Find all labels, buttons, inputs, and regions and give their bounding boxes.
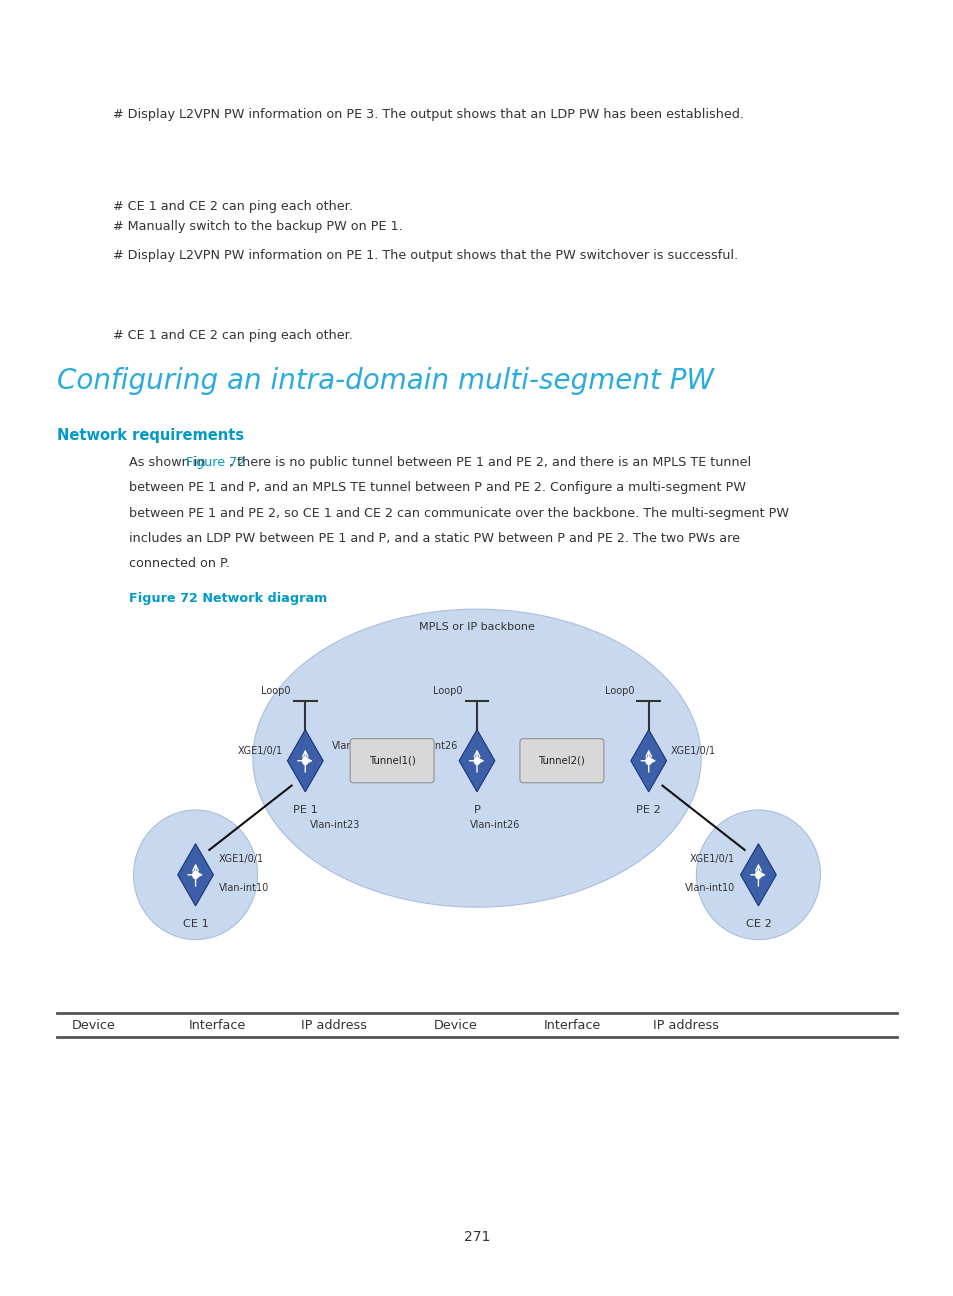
Text: Device: Device	[71, 1019, 115, 1032]
Text: Loop0: Loop0	[261, 686, 291, 696]
Text: PE 1: PE 1	[293, 805, 317, 815]
Text: Loop0: Loop0	[604, 686, 634, 696]
Text: between PE 1 and P, and an MPLS TE tunnel between P and PE 2. Configure a multi-: between PE 1 and P, and an MPLS TE tunne…	[129, 481, 745, 495]
Text: Vlan-int26: Vlan-int26	[408, 741, 458, 752]
Text: As shown in: As shown in	[129, 456, 209, 469]
FancyBboxPatch shape	[519, 739, 603, 783]
Circle shape	[193, 871, 198, 879]
Text: CE 1: CE 1	[182, 919, 209, 929]
Text: Network requirements: Network requirements	[57, 428, 244, 443]
Ellipse shape	[133, 810, 257, 940]
Ellipse shape	[253, 609, 700, 907]
Text: MPLS or IP backbone: MPLS or IP backbone	[418, 622, 535, 632]
Polygon shape	[177, 844, 213, 906]
Text: Tunnel2(): Tunnel2()	[537, 756, 585, 766]
Polygon shape	[458, 730, 495, 792]
Text: Figure 72 Network diagram: Figure 72 Network diagram	[129, 592, 327, 605]
Text: Tunnel1(): Tunnel1()	[368, 756, 416, 766]
Text: PE 2: PE 2	[636, 805, 660, 815]
Polygon shape	[630, 730, 666, 792]
Text: # CE 1 and CE 2 can ping each other.: # CE 1 and CE 2 can ping each other.	[112, 200, 352, 213]
FancyBboxPatch shape	[350, 739, 434, 783]
Circle shape	[302, 757, 308, 765]
Text: Interface: Interface	[189, 1019, 246, 1032]
Polygon shape	[287, 730, 323, 792]
Circle shape	[645, 757, 651, 765]
Text: Vlan-int10: Vlan-int10	[684, 883, 735, 893]
Text: P: P	[473, 805, 480, 815]
Circle shape	[755, 871, 760, 879]
Text: # Display L2VPN PW information on PE 1. The output shows that the PW switchover : # Display L2VPN PW information on PE 1. …	[112, 249, 737, 262]
Text: XGE1/0/1: XGE1/0/1	[670, 745, 716, 756]
Circle shape	[474, 757, 479, 765]
Text: CE 2: CE 2	[745, 919, 770, 929]
Text: Vlan-int10: Vlan-int10	[218, 883, 269, 893]
Text: IP address: IP address	[653, 1019, 719, 1032]
Text: # Manually switch to the backup PW on PE 1.: # Manually switch to the backup PW on PE…	[112, 220, 402, 233]
Text: between PE 1 and PE 2, so CE 1 and CE 2 can communicate over the backbone. The m: between PE 1 and PE 2, so CE 1 and CE 2 …	[129, 507, 788, 520]
Text: IP address: IP address	[300, 1019, 366, 1032]
Text: Interface: Interface	[543, 1019, 600, 1032]
Text: Figure 72: Figure 72	[186, 456, 245, 469]
Polygon shape	[740, 844, 776, 906]
Text: # Display L2VPN PW information on PE 3. The output shows that an LDP PW has been: # Display L2VPN PW information on PE 3. …	[112, 108, 742, 121]
Text: XGE1/0/1: XGE1/0/1	[218, 854, 264, 864]
Text: Vlan-int23: Vlan-int23	[310, 820, 360, 831]
Text: Vlan-int26: Vlan-int26	[470, 820, 520, 831]
Text: , there is no public tunnel between PE 1 and PE 2, and there is an MPLS TE tunne: , there is no public tunnel between PE 1…	[229, 456, 751, 469]
Text: Configuring an intra-domain multi-segment PW: Configuring an intra-domain multi-segmen…	[57, 367, 714, 395]
Text: # CE 1 and CE 2 can ping each other.: # CE 1 and CE 2 can ping each other.	[112, 329, 352, 342]
Text: 271: 271	[463, 1230, 490, 1244]
Text: XGE1/0/1: XGE1/0/1	[689, 854, 735, 864]
Text: connected on P.: connected on P.	[129, 557, 230, 570]
Text: Vlan-int23: Vlan-int23	[332, 741, 382, 752]
Text: includes an LDP PW between PE 1 and P, and a static PW between P and PE 2. The t: includes an LDP PW between PE 1 and P, a…	[129, 531, 739, 544]
Text: Device: Device	[434, 1019, 477, 1032]
Text: Loop0: Loop0	[433, 686, 462, 696]
Ellipse shape	[696, 810, 820, 940]
Text: XGE1/0/1: XGE1/0/1	[237, 745, 283, 756]
